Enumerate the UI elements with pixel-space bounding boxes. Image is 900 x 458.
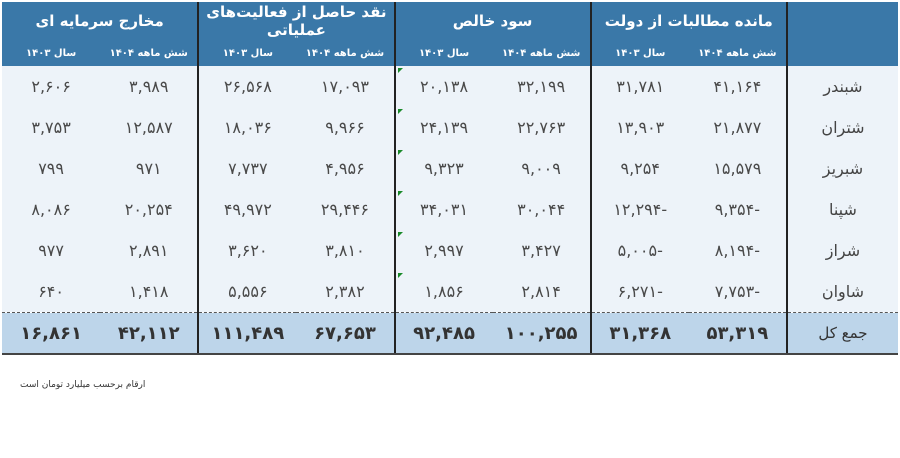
value-cell: ۲,۹۹۷: [393, 230, 493, 271]
company-name: شپنا: [785, 189, 898, 230]
value-cell: ۹,۰۰۹: [492, 148, 591, 189]
sub-header: شش ماهه ۱۴۰۴: [296, 40, 395, 66]
value-cell: ۸,۰۸۶: [2, 189, 101, 230]
value-cell: ۳,۹۸۹: [100, 66, 199, 107]
value-cell: ۲۹,۴۴۶: [296, 189, 395, 230]
value-cell: -۷,۷۵۳: [688, 271, 787, 313]
value-cell: ۱۱۱,۴۸۹: [197, 312, 297, 355]
value-cell: ۴۲,۱۱۲: [100, 312, 199, 355]
comment-marker-icon: [397, 150, 403, 155]
value-cell: ۳۲,۱۹۹: [492, 66, 591, 107]
value-cell: ۵۳,۳۱۹: [688, 312, 787, 355]
value-cell: ۶۷,۶۵۳: [296, 312, 395, 355]
value-cell: -۶,۲۷۱: [589, 271, 689, 313]
value-cell: -۸,۱۹۴: [688, 230, 787, 271]
value-cell: ۳,۴۲۷: [492, 230, 591, 271]
value-cell: ۳,۸۱۰: [296, 230, 395, 271]
value-cell: ۲۰,۱۳۸: [393, 66, 493, 107]
value-cell: ۳۴,۰۳۱: [393, 189, 493, 230]
table-row: شاوان -۷,۷۵۳ -۶,۲۷۱ ۲,۸۱۴ ۱,۸۵۶ ۲,۳۸۲ ۵,۵۵۶ ۱,۴…: [2, 271, 898, 313]
value-cell: ۹۷۷: [2, 230, 101, 271]
group-header: سود خالص: [393, 2, 591, 40]
sub-header-row: شش ماهه ۱۴۰۴ سال ۱۴۰۳ شش ماهه ۱۴۰۴ سال ۱۴۰۳…: [2, 40, 898, 66]
value-cell: ۱,۴۱۸: [100, 271, 199, 313]
value-cell: ۱۰۰,۲۵۵: [492, 312, 591, 355]
value-cell: ۳,۷۵۳: [2, 107, 101, 148]
value-cell: ۱۸,۰۳۶: [197, 107, 297, 148]
sub-header: شش ماهه ۱۴۰۴: [100, 40, 199, 66]
value-cell: ۱۷,۰۹۳: [296, 66, 395, 107]
company-name: شراز: [785, 230, 898, 271]
value-cell: ۹۷۱: [100, 148, 199, 189]
group-header: مانده مطالبات از دولت: [589, 2, 787, 40]
corner-cell: [785, 2, 898, 66]
value-cell: -۹,۳۵۴: [688, 189, 787, 230]
table-row: شپنا -۹,۳۵۴ -۱۲,۲۹۴ ۳۰,۰۴۴ ۳۴,۰۳۱ ۲۹,۴۴۶ ۴۹,۹۷…: [2, 189, 898, 230]
sub-header: سال ۱۴۰۳: [2, 40, 101, 66]
value-cell: ۱۳,۹۰۳: [589, 107, 689, 148]
table-row: شبریز ۱۵,۵۷۹ ۹,۲۵۴ ۹,۰۰۹ ۹,۳۲۳ ۴,۹۵۶ ۷,۷۳۷ ۹۷۱ ۷…: [2, 148, 898, 189]
value-cell: ۹۲,۴۸۵: [393, 312, 493, 355]
table-row: شراز -۸,۱۹۴ -۵,۰۰۵ ۳,۴۲۷ ۲,۹۹۷ ۳,۸۱۰ ۳,۶۲۰ ۲,۸۹…: [2, 230, 898, 271]
value-cell: ۳۱,۷۸۱: [589, 66, 689, 107]
value-cell: ۳۰,۰۴۴: [492, 189, 591, 230]
value-cell: ۴۹,۹۷۲: [197, 189, 297, 230]
units-note: ارقام برحسب میلیارد تومان است: [20, 380, 146, 390]
value-cell: ۴۱,۱۶۴: [688, 66, 787, 107]
sub-header: شش ماهه ۱۴۰۴: [688, 40, 787, 66]
value-cell: ۱۶,۸۶۱: [2, 312, 101, 355]
comment-marker-icon: [397, 191, 403, 196]
value-cell: ۲۲,۷۶۳: [492, 107, 591, 148]
value-cell: ۷,۷۳۷: [197, 148, 297, 189]
value-cell: ۲۰,۲۵۴: [100, 189, 199, 230]
company-name: شبریز: [785, 148, 898, 189]
company-name: جمع کل: [785, 312, 898, 355]
group-header-row: مانده مطالبات از دولت سود خالص نقد حاصل از…: [2, 2, 898, 66]
comment-marker-icon: [397, 232, 403, 237]
value-cell: ۲۶,۵۶۸: [197, 66, 297, 107]
sub-header: سال ۱۴۰۳: [197, 40, 297, 66]
value-cell: ۳۱,۳۶۸: [589, 312, 689, 355]
value-cell: ۹,۲۵۴: [589, 148, 689, 189]
value-cell: ۹,۹۶۶: [296, 107, 395, 148]
sub-header: سال ۱۴۰۳: [589, 40, 689, 66]
value-cell: ۱۵,۵۷۹: [688, 148, 787, 189]
comment-marker-icon: [397, 273, 403, 278]
financial-table: مانده مطالبات از دولت سود خالص نقد حاصل از…: [2, 2, 898, 355]
comment-marker-icon: [397, 109, 403, 114]
value-cell: ۳,۶۲۰: [197, 230, 297, 271]
total-row: جمع کل ۵۳,۳۱۹ ۳۱,۳۶۸ ۱۰۰,۲۵۵ ۹۲,۴۸۵ ۶۷,۶۵۳ ۱۱۱…: [2, 312, 898, 355]
value-cell: ۱۲,۵۸۷: [100, 107, 199, 148]
value-cell: ۴,۹۵۶: [296, 148, 395, 189]
value-cell: ۱,۸۵۶: [393, 271, 493, 313]
value-cell: ۹,۳۲۳: [393, 148, 493, 189]
value-cell: ۶۴۰: [2, 271, 101, 313]
group-header: مخارج سرمایه ای: [2, 2, 199, 40]
sub-header: شش ماهه ۱۴۰۴: [492, 40, 591, 66]
value-cell: ۲,۸۱۴: [492, 271, 591, 313]
value-cell: ۲۱,۸۷۷: [688, 107, 787, 148]
value-cell: ۷۹۹: [2, 148, 101, 189]
comment-marker-icon: [397, 68, 403, 73]
value-cell: -۵,۰۰۵: [589, 230, 689, 271]
table-row: شبندر ۴۱,۱۶۴ ۳۱,۷۸۱ ۳۲,۱۹۹ ۲۰,۱۳۸ ۱۷,۰۹۳ ۲۶,۵۶…: [2, 66, 898, 107]
sub-header: سال ۱۴۰۳: [393, 40, 493, 66]
group-header: نقد حاصل از فعالیت‌های عملیاتی: [197, 2, 395, 40]
company-name: شاوان: [785, 271, 898, 313]
value-cell: ۲,۸۹۱: [100, 230, 199, 271]
company-name: شبندر: [785, 66, 898, 107]
value-cell: ۲,۶۰۶: [2, 66, 101, 107]
value-cell: -۱۲,۲۹۴: [589, 189, 689, 230]
company-name: شتران: [785, 107, 898, 148]
table-row: شتران ۲۱,۸۷۷ ۱۳,۹۰۳ ۲۲,۷۶۳ ۲۴,۱۳۹ ۹,۹۶۶ ۱۸,۰۳۶…: [2, 107, 898, 148]
value-cell: ۵,۵۵۶: [197, 271, 297, 313]
value-cell: ۲۴,۱۳۹: [393, 107, 493, 148]
value-cell: ۲,۳۸۲: [296, 271, 395, 313]
